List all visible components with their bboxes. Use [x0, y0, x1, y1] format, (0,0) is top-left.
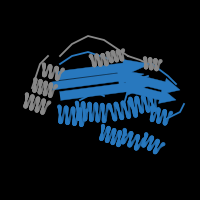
Polygon shape [123, 72, 180, 94]
Polygon shape [55, 59, 150, 80]
Polygon shape [59, 79, 152, 100]
Polygon shape [51, 70, 144, 90]
Polygon shape [119, 82, 176, 103]
